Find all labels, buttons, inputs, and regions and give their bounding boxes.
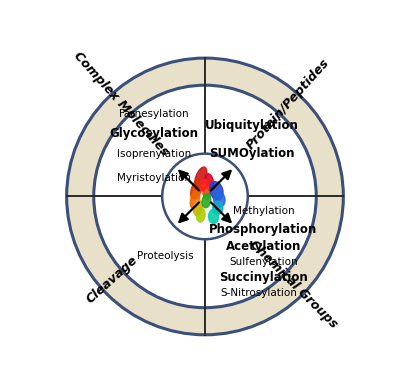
Ellipse shape xyxy=(191,180,202,199)
Text: Chemical Groups: Chemical Groups xyxy=(247,238,340,331)
Ellipse shape xyxy=(200,179,207,191)
Ellipse shape xyxy=(208,209,218,224)
Text: Ubiquitylation: Ubiquitylation xyxy=(205,119,299,131)
Ellipse shape xyxy=(205,174,214,191)
Ellipse shape xyxy=(210,182,223,200)
Ellipse shape xyxy=(190,190,200,209)
Ellipse shape xyxy=(202,194,211,208)
Text: Complex Molecules: Complex Molecules xyxy=(71,49,172,158)
Text: SUMOylation: SUMOylation xyxy=(209,147,295,160)
Text: Phosphorylation: Phosphorylation xyxy=(209,223,318,236)
Text: Proteolysis: Proteolysis xyxy=(137,251,193,261)
Ellipse shape xyxy=(213,202,223,214)
Text: Glycosylation: Glycosylation xyxy=(109,127,198,140)
Circle shape xyxy=(67,58,343,335)
Text: Cleavage: Cleavage xyxy=(84,254,140,306)
Text: Methylation: Methylation xyxy=(233,206,294,216)
Text: Protein/Peptides: Protein/Peptides xyxy=(244,56,332,152)
Circle shape xyxy=(162,154,248,239)
Text: Myristoylation: Myristoylation xyxy=(117,173,191,183)
Text: Farnesylation: Farnesylation xyxy=(119,109,188,119)
Text: Acetylation: Acetylation xyxy=(226,240,301,253)
Ellipse shape xyxy=(203,185,210,199)
Text: Sulfenylation: Sulfenylation xyxy=(229,257,298,267)
Text: S-Nitrosylation: S-Nitrosylation xyxy=(221,288,298,298)
Text: Isoprenylation: Isoprenylation xyxy=(116,149,191,159)
Circle shape xyxy=(94,85,316,308)
Ellipse shape xyxy=(194,200,202,216)
Ellipse shape xyxy=(195,167,207,189)
Text: Succinylation: Succinylation xyxy=(219,271,308,284)
Ellipse shape xyxy=(214,191,225,207)
Ellipse shape xyxy=(196,208,205,222)
